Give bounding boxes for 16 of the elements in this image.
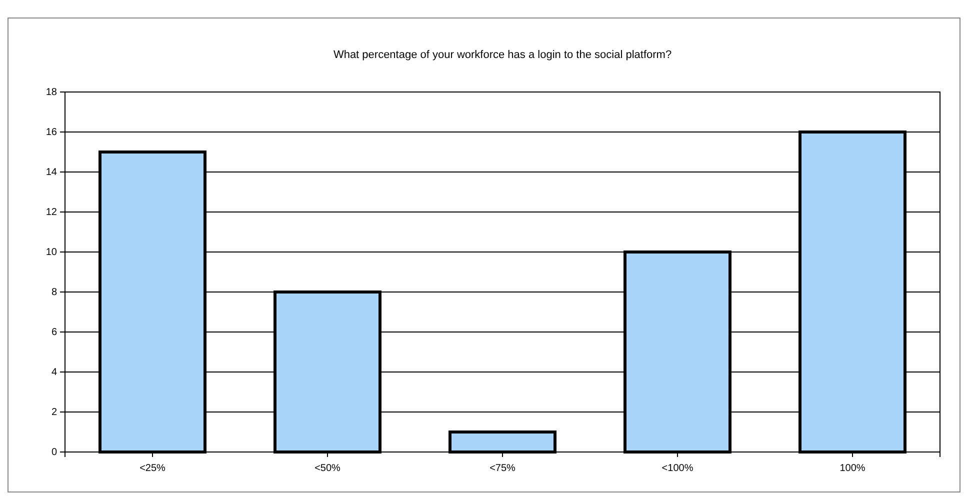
x-tick-label: <50% <box>314 463 341 474</box>
y-tick-label: 16 <box>46 127 58 138</box>
y-tick-label: 4 <box>51 367 58 378</box>
chart-title: What percentage of your workforce has a login to the social platform? <box>333 49 672 61</box>
y-tick-label: 10 <box>46 247 58 258</box>
y-tick-label: 14 <box>46 167 58 178</box>
x-tick-label: <25% <box>140 463 166 474</box>
y-tick-label: 18 <box>46 87 58 98</box>
y-tick-label: 0 <box>51 447 58 458</box>
x-tick-label: 100% <box>840 463 866 474</box>
y-tick-label: 2 <box>51 407 58 418</box>
y-tick-label: 8 <box>51 287 58 298</box>
y-tick-label: 12 <box>46 207 58 218</box>
y-tick-label: 6 <box>51 327 58 338</box>
x-tick-label: <75% <box>490 463 516 474</box>
x-tick-label: <100% <box>662 463 694 474</box>
